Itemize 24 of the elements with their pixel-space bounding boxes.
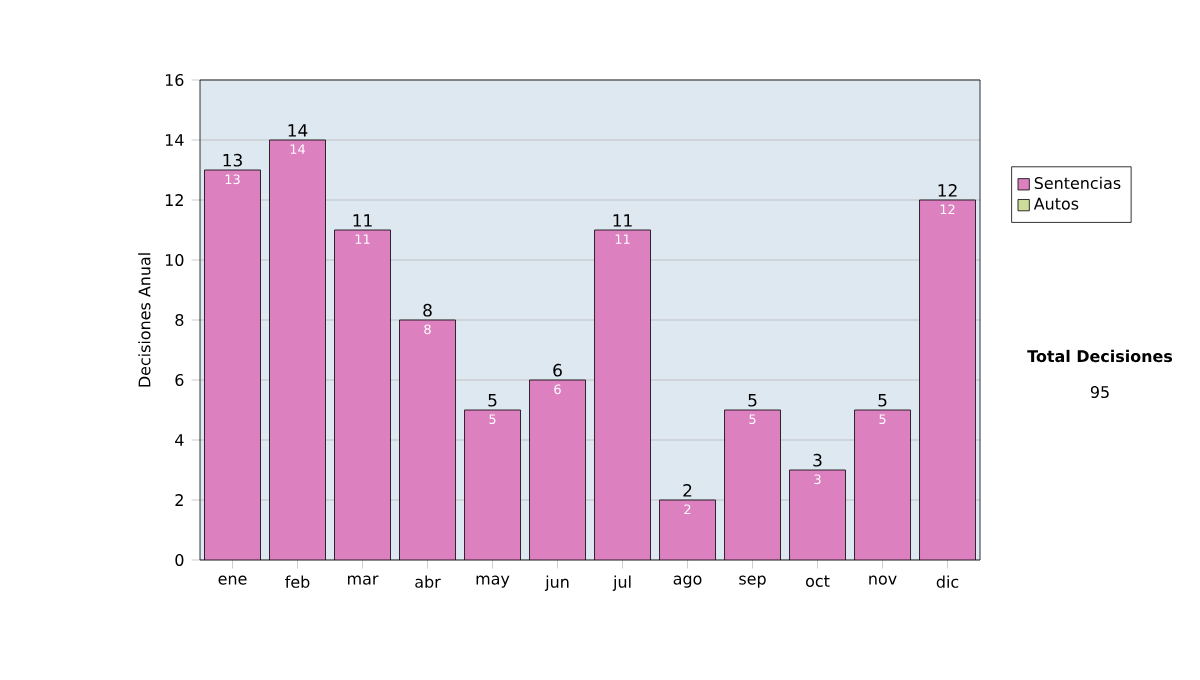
bar [854,410,911,560]
total-label: 6 [553,363,562,377]
bar [529,380,586,560]
total-label: 14 [288,124,308,137]
bar [594,229,651,560]
bar [659,500,716,560]
bar [399,320,456,560]
bar [464,410,521,560]
total-label: 5 [748,394,757,407]
total-label: 11 [613,214,632,227]
bar [724,410,781,560]
total-label: 5 [878,394,887,407]
total-label: 13 [223,153,242,167]
total-label: 3 [813,453,822,467]
bar [919,199,976,560]
total-label: 12 [938,184,957,197]
total-label: 2 [683,484,692,497]
total-label: 11 [353,214,372,227]
bar [204,169,261,560]
total-label: 5 [488,394,497,407]
bar [334,229,391,560]
bar [789,470,846,560]
total-label: 8 [423,303,432,317]
bar [269,139,326,560]
